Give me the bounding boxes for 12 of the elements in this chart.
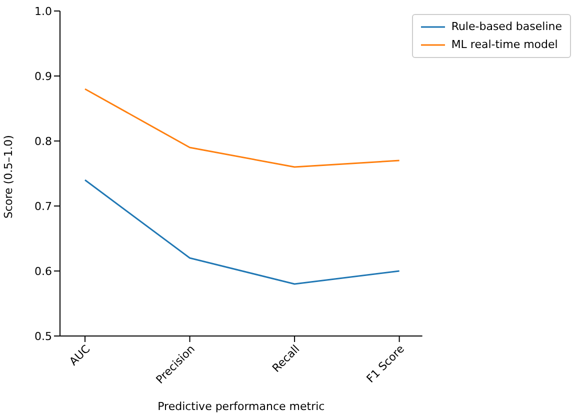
line-series bbox=[84, 179, 400, 285]
line-series bbox=[84, 88, 400, 168]
x-axis-title: Predictive performance metric bbox=[158, 400, 325, 413]
y-tick-label: 0.9 bbox=[34, 70, 52, 83]
y-tick-label: 0.5 bbox=[34, 330, 52, 343]
y-axis-title: Score (0.5–1.0) bbox=[2, 135, 15, 218]
legend-label: Rule-based baseline bbox=[451, 19, 562, 35]
y-tick-label: 1.0 bbox=[34, 4, 52, 18]
y-tick-label: 0.7 bbox=[34, 200, 52, 213]
legend-label: ML real-time model bbox=[451, 37, 558, 53]
y-tick-label: 0.8 bbox=[34, 134, 52, 148]
y-tick-label: 0.6 bbox=[34, 264, 52, 278]
